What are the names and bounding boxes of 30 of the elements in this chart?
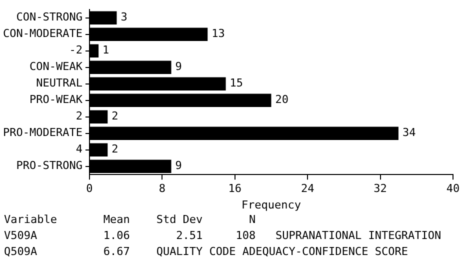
x-tick-label: 8 [158, 182, 166, 196]
x-tick-label: 40 [446, 182, 460, 196]
data-label: 9 [175, 60, 182, 74]
y-tick-label: -2 [69, 44, 82, 57]
y-tick-label: PRO-STRONG [16, 159, 82, 172]
text: Q509A 6.67 QUALITY CODE ADEQUACY-CONFIDENCE SCORE [4, 244, 409, 260]
x-tick-label: 32 [374, 182, 387, 196]
data-label: 3 [120, 10, 128, 24]
data-label: 20 [275, 93, 288, 106]
data-label: 13 [212, 27, 225, 40]
x-tick-label: 24 [300, 182, 315, 196]
data-label: 1 [102, 44, 110, 57]
text: Variable Mean Std Dev N [4, 212, 257, 228]
x-tick-label: 0 [86, 182, 93, 196]
y-tick-label: CON-WEAK [29, 60, 83, 74]
data-label: 15 [230, 76, 244, 90]
data-label: 2 [112, 110, 118, 123]
y-tick-label: CON-MODERATE [2, 27, 82, 40]
y-tick-label: NEUTRAL [36, 76, 83, 90]
y-tick-label: 2 [76, 110, 82, 123]
data-label: 2 [112, 142, 118, 156]
x-axis-title: Frequency [241, 198, 302, 212]
y-tick-label: CON-STRONG [16, 10, 82, 24]
data-label: 34 [402, 126, 416, 140]
y-tick-label: 4 [76, 142, 83, 156]
x-tick-label: 16 [228, 182, 242, 196]
data-label: 9 [175, 159, 182, 172]
y-tick-label: PRO-MODERATE [2, 126, 82, 140]
y-tick-label: PRO-WEAK [29, 93, 83, 106]
text: V509A 1.06 2.51 108 SUPRANATIONAL INTEGRATION [4, 228, 442, 244]
